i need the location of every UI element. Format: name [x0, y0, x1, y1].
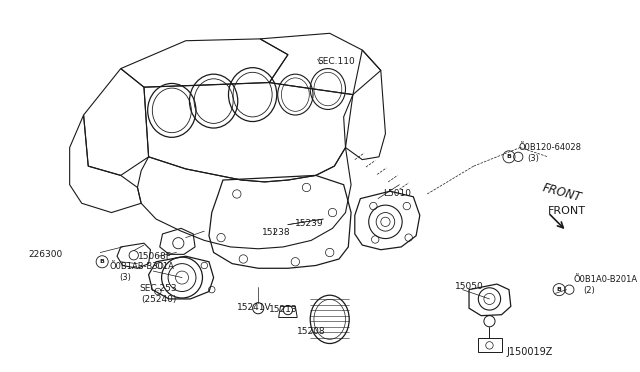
Text: L5010: L5010 — [383, 189, 411, 198]
Text: Õ0B1AB-B301A: Õ0B1AB-B301A — [109, 262, 175, 271]
Text: 15241V: 15241V — [237, 303, 271, 312]
Text: B: B — [506, 154, 511, 159]
Text: SEC.110: SEC.110 — [317, 57, 355, 67]
Text: B: B — [557, 287, 561, 292]
Text: (3): (3) — [119, 273, 131, 282]
Text: B: B — [100, 259, 104, 264]
Text: (2): (2) — [583, 286, 595, 295]
Text: FRONT: FRONT — [548, 206, 586, 216]
Text: J150019Z: J150019Z — [506, 347, 552, 357]
Text: 15238: 15238 — [262, 228, 291, 237]
Text: FRONT: FRONT — [541, 181, 582, 204]
Text: 15050: 15050 — [455, 282, 484, 291]
Text: Õ0B120-64028: Õ0B120-64028 — [518, 143, 581, 152]
Text: (3): (3) — [527, 154, 540, 163]
Text: 226300: 226300 — [28, 250, 62, 259]
Text: 15213: 15213 — [269, 305, 298, 314]
Text: Õ0B1A0-B201A: Õ0B1A0-B201A — [574, 275, 638, 284]
Text: (25240): (25240) — [141, 295, 177, 304]
Text: SEC.253: SEC.253 — [140, 284, 177, 293]
Text: 15239: 15239 — [295, 219, 324, 228]
Text: 15068F: 15068F — [138, 253, 172, 262]
Text: 15208: 15208 — [297, 327, 326, 336]
